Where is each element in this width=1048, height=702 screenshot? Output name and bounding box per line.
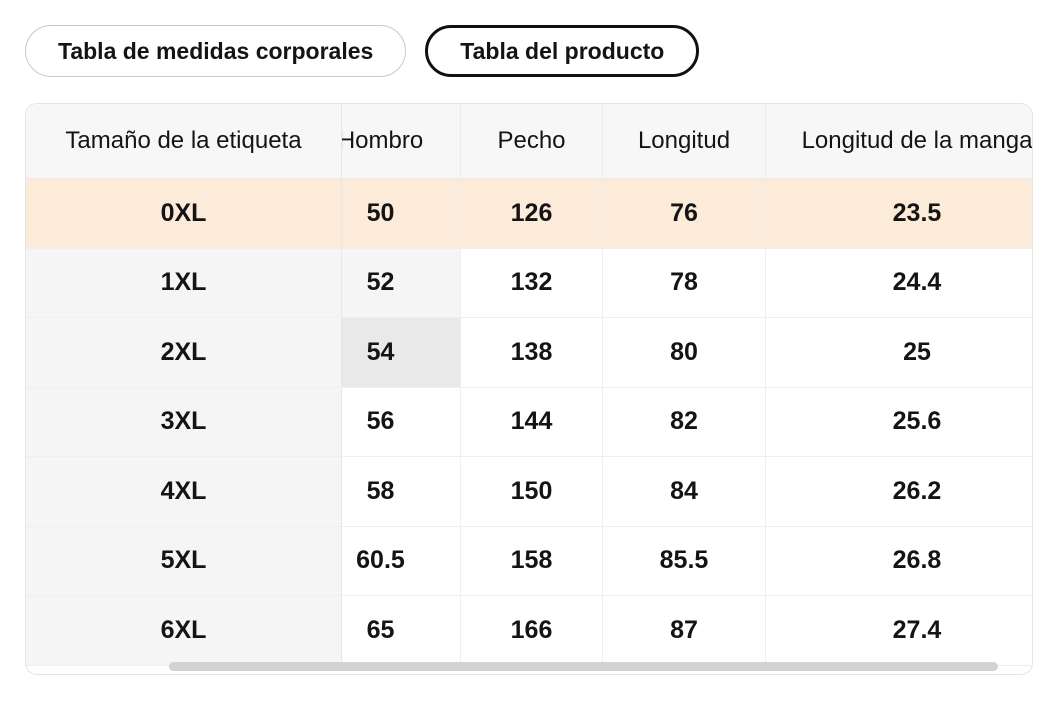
size-cell: 1XL [26, 248, 342, 318]
table-row: 6XL 65 166 87 27.4 [26, 596, 1032, 666]
column-header-sleeve-length: Longitud de la manga [766, 104, 1032, 179]
size-cell: 6XL [26, 596, 342, 666]
table-scroll-area[interactable]: Tamaño de la etiqueta Hombro Pecho Longi… [26, 104, 1032, 674]
value-cell: 126 [461, 179, 603, 249]
size-cell: 3XL [26, 387, 342, 457]
value-cell: 78 [603, 248, 766, 318]
size-table-card: Tamaño de la etiqueta Hombro Pecho Longi… [25, 103, 1033, 675]
column-header-label-size: Tamaño de la etiqueta [26, 104, 342, 179]
table-row: 4XL 58 150 84 26.2 [26, 457, 1032, 527]
size-cell: 2XL [26, 318, 342, 388]
table-row: 0XL 50 126 76 23.5 [26, 179, 1032, 249]
tab-product-table[interactable]: Tabla del producto [425, 25, 700, 77]
value-cell: 80 [603, 318, 766, 388]
value-cell: 150 [461, 457, 603, 527]
size-chart-tabs: Tabla de medidas corporales Tabla del pr… [25, 25, 700, 77]
column-header-length: Longitud [603, 104, 766, 179]
value-cell: 138 [461, 318, 603, 388]
value-cell: 132 [461, 248, 603, 318]
value-cell: 26.8 [766, 526, 1032, 596]
value-cell: 85.5 [603, 526, 766, 596]
value-cell: 27.4 [766, 596, 1032, 666]
size-cell: 5XL [26, 526, 342, 596]
value-cell: 84 [603, 457, 766, 527]
value-cell: 144 [461, 387, 603, 457]
value-cell: 87 [603, 596, 766, 666]
size-cell: 0XL [26, 179, 342, 249]
header-row: Tamaño de la etiqueta Hombro Pecho Longi… [26, 104, 1032, 179]
value-cell: 166 [461, 596, 603, 666]
table-row: 3XL 56 144 82 25.6 [26, 387, 1032, 457]
value-cell: 23.5 [766, 179, 1032, 249]
value-cell: 25 [766, 318, 1032, 388]
value-cell: 24.4 [766, 248, 1032, 318]
value-cell: 26.2 [766, 457, 1032, 527]
table-row: 5XL 60.5 158 85.5 26.8 [26, 526, 1032, 596]
value-cell: 76 [603, 179, 766, 249]
size-table: Tamaño de la etiqueta Hombro Pecho Longi… [26, 104, 1032, 666]
tab-body-measurements[interactable]: Tabla de medidas corporales [25, 25, 407, 77]
column-header-chest: Pecho [461, 104, 603, 179]
size-cell: 4XL [26, 457, 342, 527]
value-cell: 82 [603, 387, 766, 457]
table-row: 1XL 52 132 78 24.4 [26, 248, 1032, 318]
value-cell: 158 [461, 526, 603, 596]
horizontal-scrollbar-thumb[interactable] [169, 662, 998, 671]
value-cell: 25.6 [766, 387, 1032, 457]
table-row: 2XL 54 138 80 25 [26, 318, 1032, 388]
